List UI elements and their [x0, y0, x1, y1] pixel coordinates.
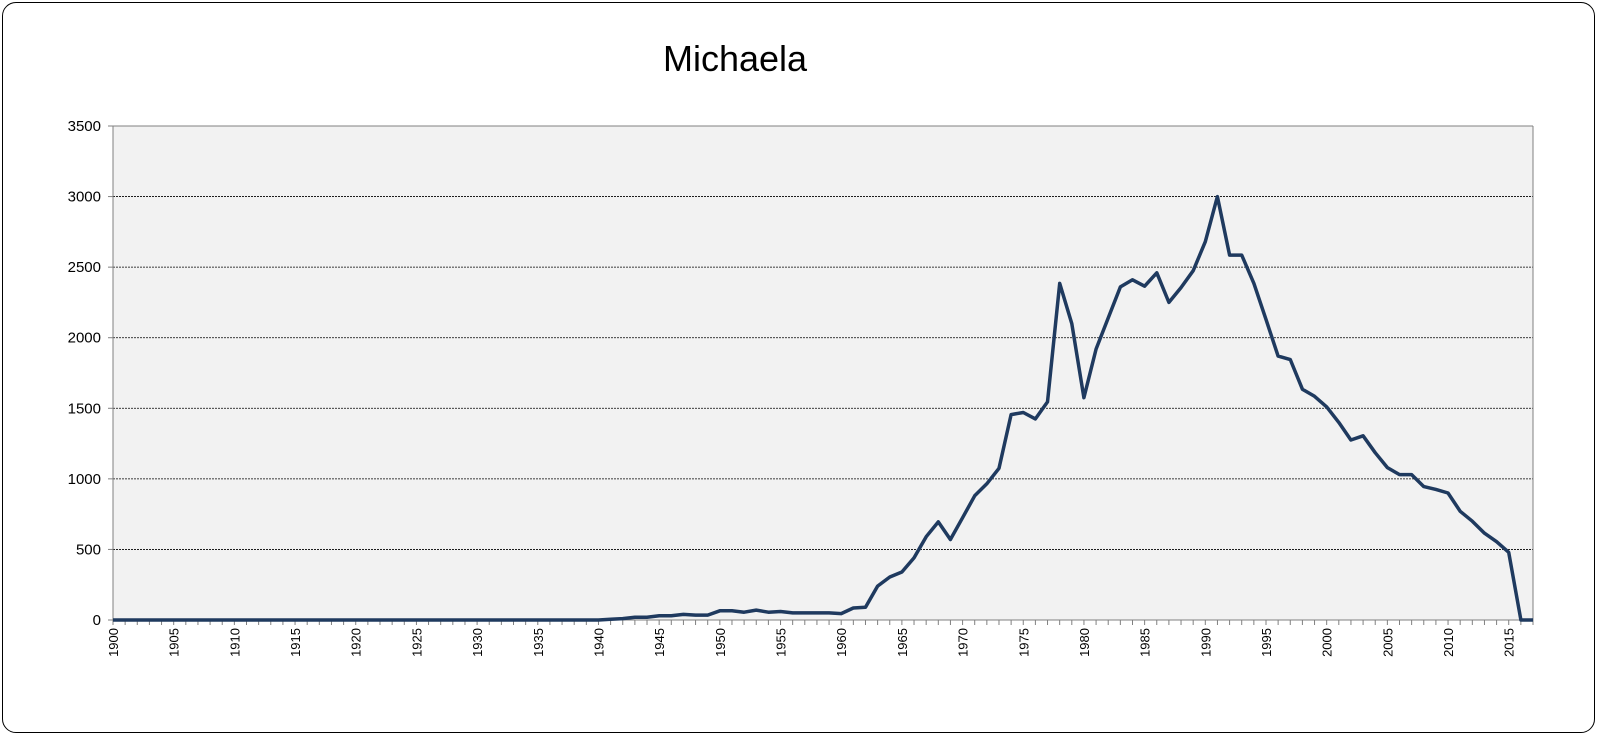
y-tick-label: 2000 — [68, 330, 101, 347]
plot-area — [113, 126, 1533, 620]
x-tick-label: 1940 — [591, 628, 606, 657]
y-axis: 0 500 1000 1500 2000 2500 3000 3500 — [68, 118, 1534, 629]
chart-title: Michaela — [662, 38, 808, 79]
series-line — [113, 194, 1533, 622]
y-tick-label: 3500 — [68, 118, 101, 135]
x-tick-label: 1955 — [774, 628, 789, 657]
x-tick-label: 1960 — [834, 628, 849, 657]
x-tick-label: 2000 — [1320, 628, 1335, 657]
x-tick-label: 2010 — [1441, 628, 1456, 657]
x-tick-label: 1985 — [1138, 628, 1153, 657]
x-tick-label: 1910 — [227, 628, 242, 657]
x-tick-label: 1975 — [1016, 628, 1031, 657]
y-tick-label: 1500 — [68, 400, 101, 417]
x-tick-label: 1925 — [409, 628, 424, 657]
x-tick-label: 1945 — [652, 628, 667, 657]
x-tick-label: 1930 — [470, 628, 485, 657]
y-tick-label: 2500 — [68, 259, 101, 276]
x-tick-label: 1995 — [1259, 628, 1274, 657]
x-tick-label: 1915 — [288, 628, 303, 657]
x-axis: 1900 1905 1910 1915 1920 1925 1930 1935 1940 1945… — [106, 619, 1534, 657]
x-tick-label: 1900 — [106, 628, 121, 657]
y-tick-label: 1000 — [68, 471, 101, 488]
x-tick-label: 1990 — [1198, 628, 1213, 657]
x-tick-label: 1950 — [713, 628, 728, 657]
y-tick-label: 0 — [93, 612, 101, 629]
y-tick-label: 3000 — [68, 189, 101, 206]
x-tick-label: 2005 — [1380, 628, 1395, 657]
x-tick-label: 1980 — [1077, 628, 1092, 657]
x-tick-label: 1970 — [956, 628, 971, 657]
x-tick-label: 1965 — [895, 628, 910, 657]
series-group — [113, 194, 1533, 622]
y-tick-label: 500 — [76, 541, 101, 558]
x-tick-label: 2015 — [1502, 628, 1517, 657]
x-tick-label: 1905 — [167, 628, 182, 657]
x-tick-label: 1935 — [531, 628, 546, 657]
x-tick-label: 1920 — [349, 628, 364, 657]
